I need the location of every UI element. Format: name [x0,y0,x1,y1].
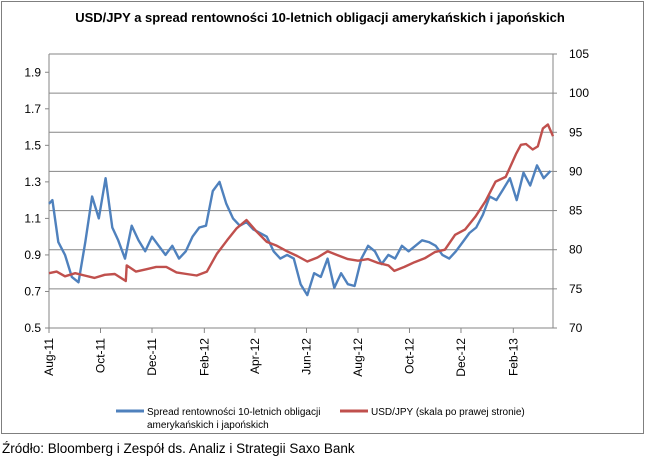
left-tick-label: 1.5 [24,138,41,152]
chart: USD/JPY a spread rentowności 10-letnich … [24,10,589,431]
x-tick-label: Jun-12 [299,338,313,375]
left-tick-label: 0.5 [24,321,41,335]
right-tick-label: 80 [569,243,583,257]
right-tick-label: 100 [569,86,589,100]
left-tick-label: 1.9 [24,65,41,79]
x-tick-label: Apr-12 [248,338,262,374]
right-tick-label: 85 [569,204,583,218]
legend-label-usdjpy: USD/JPY (skala po prawej stronie) [371,407,525,418]
source-note: Źródło: Bloomberg i Zespół ds. Analiz i … [2,441,355,456]
series-line-usdjpy [48,123,555,283]
legend: Spread rentowności 10-letnich obligacji … [116,407,525,431]
left-tick-label: 0.7 [24,284,41,298]
series-line-spread [48,164,552,297]
x-tick-label: Feb-13 [506,338,520,376]
right-tick-label: 90 [569,164,583,178]
legend-label-spread-line1: Spread rentowności 10-letnich obligacji [147,407,320,418]
left-tick-label: 1.1 [24,211,41,225]
chart-frame: USD/JPY a spread rentowności 10-letnich … [1,1,644,434]
x-tick-label: Aug-11 [42,338,56,376]
x-tick-label: Dec-11 [145,338,159,376]
right-tick-label: 75 [569,282,583,296]
left-tick-label: 0.9 [24,248,41,262]
right-tick-label: 95 [569,125,583,139]
right-tick-label: 70 [569,321,583,335]
right-tick-label: 105 [569,47,589,61]
axes: 0.5 0.7 0.9 1.1 1.3 1.5 1.7 1.9 70 75 80 85 90 95 100 1… [24,47,589,377]
x-tick-label: Aug-12 [351,338,365,377]
left-tick-label: 1.3 [24,175,41,189]
legend-label-spread-line2: amerykańskich i japońskich [147,420,269,431]
x-tick-label: Oct-11 [93,338,107,373]
series-lines [48,123,555,297]
x-tick-label: Feb-12 [197,338,211,376]
chart-title: USD/JPY a spread rentowności 10-letnich … [75,10,565,25]
x-tick-label: Oct-12 [402,338,416,374]
gridlines [49,53,553,329]
left-tick-label: 1.7 [24,102,41,116]
x-tick-label: Dec-12 [454,338,468,377]
